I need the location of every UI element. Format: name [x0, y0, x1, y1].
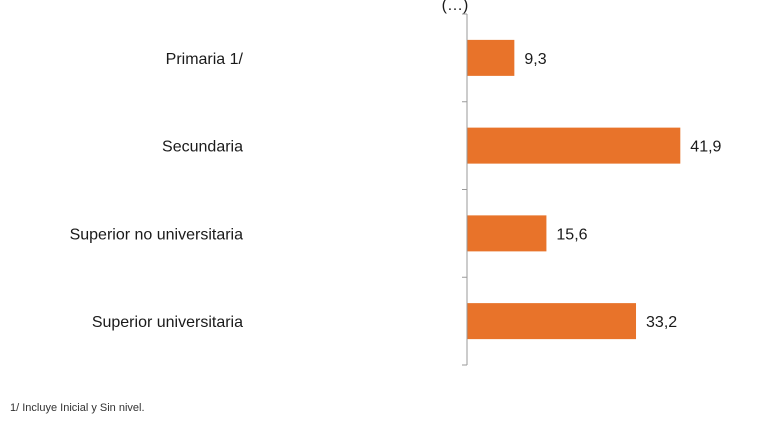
value-label-0: 9,3 — [524, 51, 546, 68]
value-label-2: 15,6 — [556, 226, 587, 243]
category-axis: Primaria 1/Secundaria Superior no univers… — [70, 13, 468, 366]
chart-title-fragment: (…) — [442, 0, 469, 14]
bars-group: 9,3 41,9 15,6 33,2 — [467, 39, 722, 340]
category-label-1: Secundaria — [162, 139, 243, 156]
category-label-0: Primaria 1/ — [166, 51, 244, 68]
category-label-2: Superior no universitaria — [70, 226, 244, 243]
value-label-3: 33,2 — [646, 314, 677, 331]
value-label-1: 41,9 — [690, 139, 721, 156]
footnote: 1/ Incluye Inicial y Sin nivel. — [10, 402, 145, 414]
bar-0 — [467, 39, 515, 76]
bar-2 — [467, 215, 547, 252]
bar-1 — [467, 127, 681, 164]
category-label-3: Superior universitaria — [92, 314, 243, 331]
bar-3 — [467, 303, 637, 340]
